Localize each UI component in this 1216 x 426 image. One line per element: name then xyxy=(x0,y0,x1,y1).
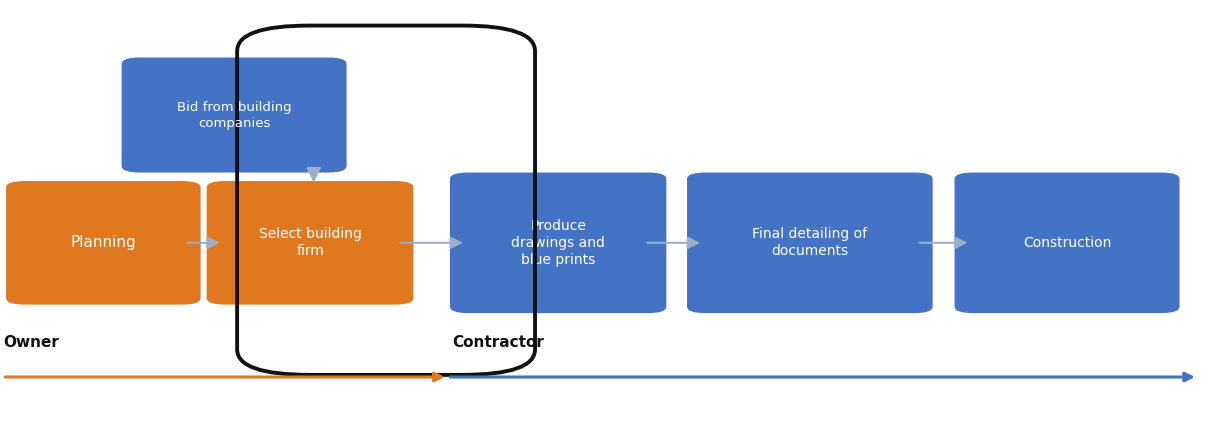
FancyBboxPatch shape xyxy=(237,26,535,375)
Text: Contractor: Contractor xyxy=(452,335,545,351)
Text: Produce
drawings and
blue prints: Produce drawings and blue prints xyxy=(511,219,606,267)
FancyBboxPatch shape xyxy=(207,181,413,305)
Text: Final detailing of
documents: Final detailing of documents xyxy=(753,227,867,259)
FancyBboxPatch shape xyxy=(955,173,1180,313)
FancyBboxPatch shape xyxy=(6,181,201,305)
Text: Select building
firm: Select building firm xyxy=(259,227,361,259)
FancyBboxPatch shape xyxy=(687,173,933,313)
FancyBboxPatch shape xyxy=(122,58,347,173)
Text: Bid from building
companies: Bid from building companies xyxy=(176,101,292,130)
Text: Owner: Owner xyxy=(4,335,60,351)
FancyBboxPatch shape xyxy=(450,173,666,313)
Text: Construction: Construction xyxy=(1023,236,1111,250)
Text: Planning: Planning xyxy=(71,235,136,250)
